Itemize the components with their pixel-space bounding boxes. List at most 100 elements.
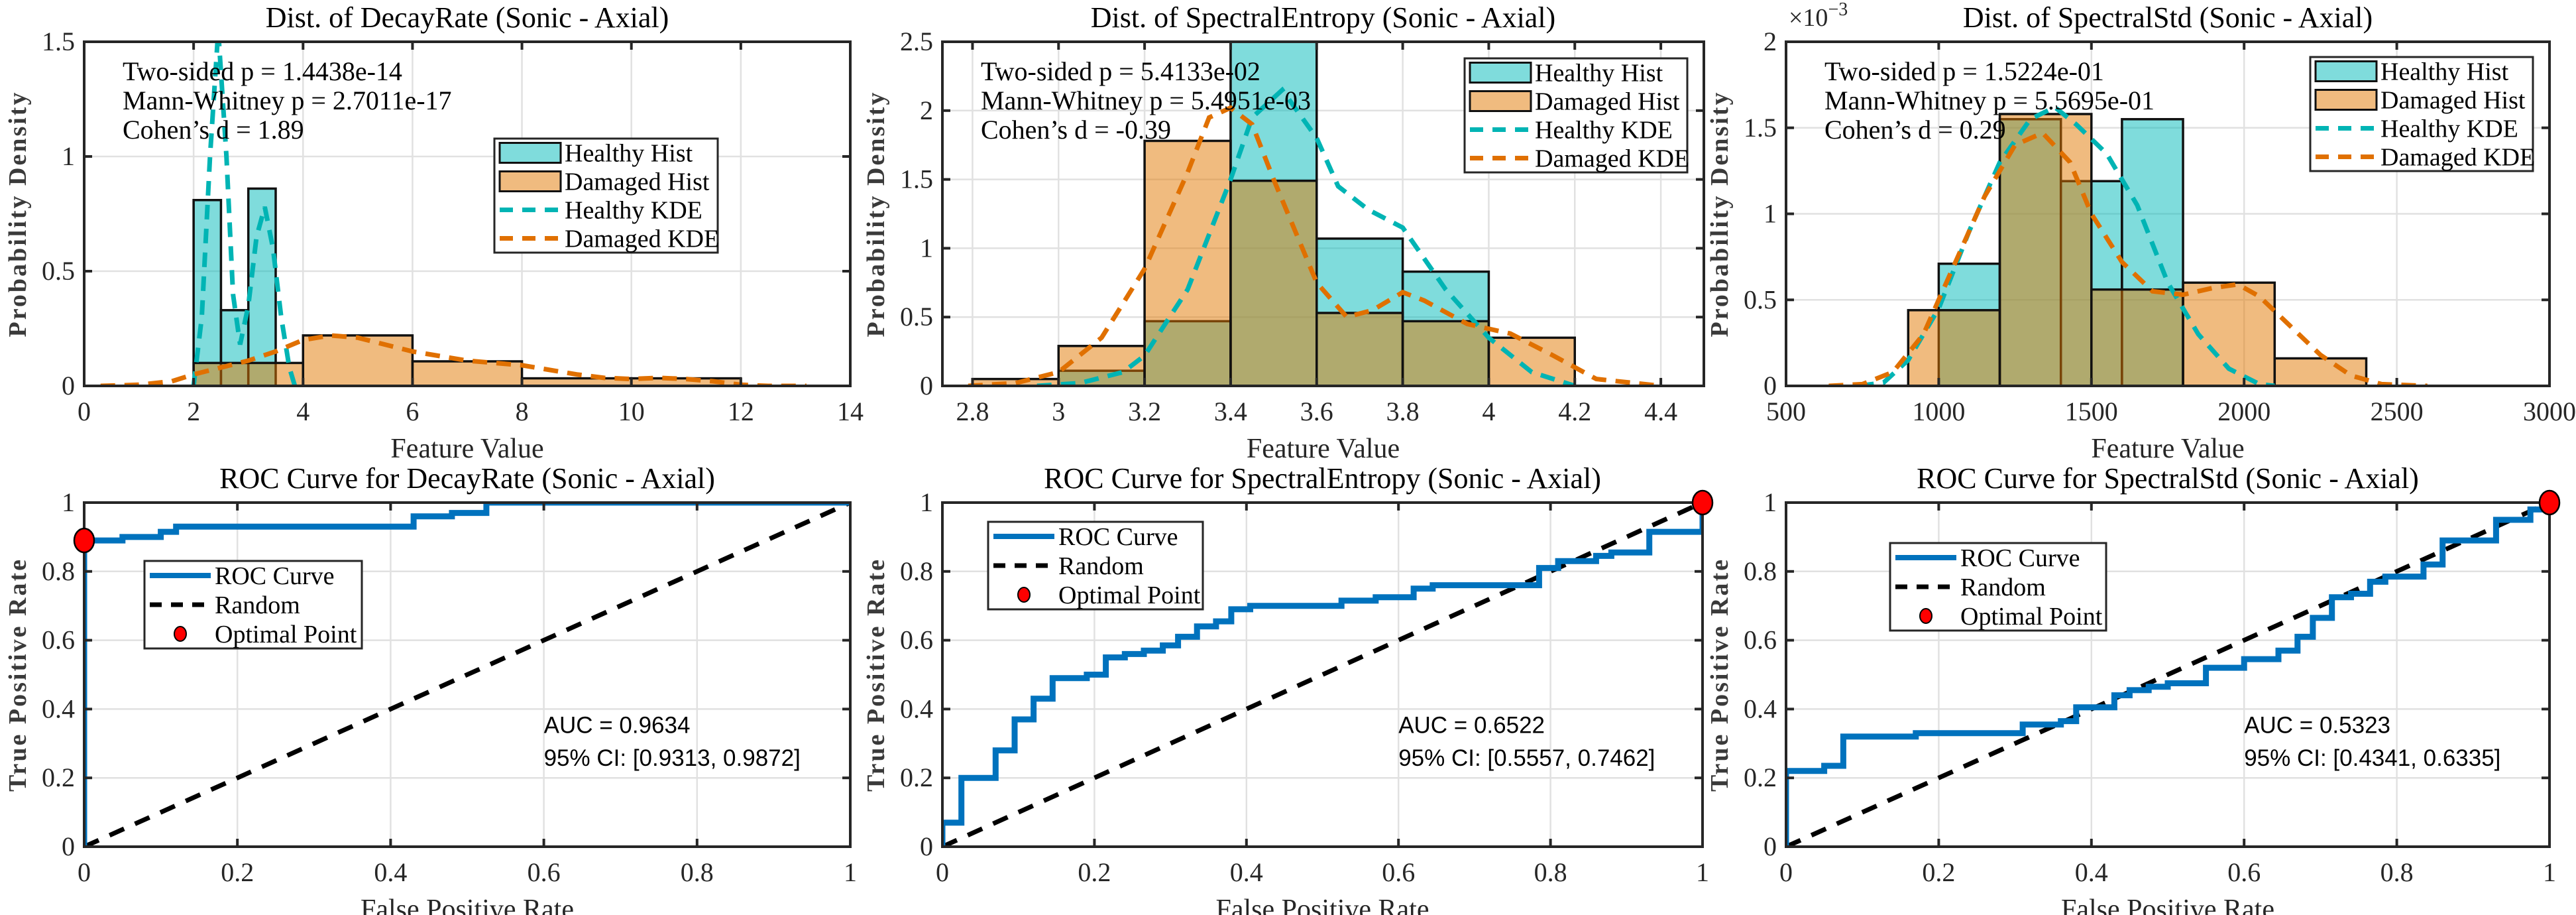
legend-label: Damaged KDE <box>2380 144 2535 172</box>
x-tick-label: 0.8 <box>681 857 714 887</box>
x-tick-label: 6 <box>406 396 419 426</box>
y-axis-label: Probability Density <box>862 91 890 337</box>
auc-text: AUC = 0.9634 <box>544 713 691 739</box>
x-tick-label: 4.4 <box>1644 396 1677 426</box>
y-tick-label: 2.5 <box>900 27 933 56</box>
damaged-hist-bar <box>1907 309 2001 386</box>
x-tick-label: 12 <box>728 396 754 426</box>
damaged-hist-bar <box>1229 179 1318 386</box>
healthy-kde-line <box>1036 86 1576 386</box>
chart-title: ROC Curve for SpectralStd (Sonic - Axial… <box>1917 462 2419 495</box>
legend-label: Healthy KDE <box>565 197 702 225</box>
plot-content <box>968 42 1661 386</box>
x-tick-label: 0 <box>78 857 91 887</box>
x-tick-label: 4 <box>1482 396 1495 426</box>
stats-text: Two-sided p = 5.4133e-02 <box>981 56 1260 86</box>
x-tick-label: 14 <box>837 396 864 426</box>
chart-title: Dist. of SpectralStd (Sonic - Axial) <box>1963 1 2373 34</box>
legend-label: Optimal Point <box>1058 581 1201 609</box>
x-tick-label: 2.8 <box>956 396 989 426</box>
plot-content <box>1786 503 2549 847</box>
stats-text: Mann-Whitney p = 2.7011e-17 <box>123 86 452 115</box>
stats-text: Cohen’s d = 1.89 <box>123 115 304 145</box>
y-axis-label: True Positive Rate <box>862 558 890 792</box>
damaged-kde-line <box>1828 130 2428 386</box>
y-tick-label: 1.5 <box>900 164 933 194</box>
y-axis-label: Probability Density <box>4 91 32 337</box>
stats-text: Mann-Whitney p = 5.5695e-01 <box>1824 86 2155 115</box>
y-tick-label: 0 <box>62 831 75 861</box>
damaged-kde-line <box>100 333 807 386</box>
x-axis-label: Feature Value <box>390 434 543 464</box>
ci-text: 95% CI: [0.4341, 0.6335] <box>2244 745 2500 771</box>
y-tick-label: 0 <box>1764 831 1777 861</box>
y-tick-label: 0 <box>62 371 75 400</box>
chart-title: Dist. of DecayRate (Sonic - Axial) <box>266 1 669 34</box>
damaged-hist-bar <box>1316 312 1404 386</box>
roc-curve-line <box>84 503 850 847</box>
y-tick-label: 1.5 <box>42 27 75 56</box>
damaged-hist-bar <box>2273 357 2368 386</box>
legend-label: Damaged Hist <box>2380 87 2526 115</box>
legend-healthy-hist-swatch <box>498 142 562 164</box>
stats-text: Two-sided p = 1.4438e-14 <box>123 56 402 86</box>
optimal-point-marker <box>1691 489 1714 516</box>
legend-label: ROC Curve <box>1960 544 2080 572</box>
x-tick-label: 3.2 <box>1128 396 1161 426</box>
y-tick-label: 0.5 <box>900 302 933 332</box>
y-tick-label: 1 <box>1764 199 1777 229</box>
axes-box <box>941 40 1705 387</box>
legend-damaged-hist-swatch <box>2314 89 2378 111</box>
y-axis-label: Probability Density <box>1706 91 1734 337</box>
damaged-hist-bar <box>1401 320 1490 386</box>
legend-healthy-hist-swatch <box>2314 60 2378 82</box>
legend-damaged-hist-swatch <box>1469 90 1532 112</box>
y-axis-label: True Positive Rate <box>4 558 32 792</box>
stats-text: Mann-Whitney p = 5.4951e-03 <box>981 86 1311 115</box>
damaged-hist-bar <box>1143 139 1232 386</box>
x-tick-label: 0.2 <box>221 857 254 887</box>
legend-label: Healthy KDE <box>1535 117 1673 145</box>
x-axis-label: False Positive Rate <box>361 894 574 915</box>
y-tick-label: 0.4 <box>900 694 933 723</box>
x-tick-label: 0.6 <box>2227 857 2261 887</box>
y-tick-label: 0.2 <box>1744 762 1777 792</box>
y-tick-label: 0.8 <box>1744 556 1777 586</box>
ci-text: 95% CI: [0.9313, 0.9872] <box>544 745 801 771</box>
x-tick-label: 4 <box>296 396 309 426</box>
x-tick-label: 0 <box>936 857 949 887</box>
axes-box <box>941 501 1704 848</box>
x-axis-label: Feature Value <box>2091 434 2244 464</box>
healthy-kde-line <box>1859 104 2275 386</box>
ci-text: 95% CI: [0.5557, 0.7462] <box>1398 745 1655 771</box>
damaged-hist-bar <box>302 334 414 386</box>
x-tick-label: 0.4 <box>374 857 407 887</box>
x-tick-label: 8 <box>516 396 529 426</box>
x-tick-label: 1 <box>844 857 857 887</box>
axes-box <box>1785 501 2551 848</box>
random-line <box>84 503 850 847</box>
legend-label: Optimal Point <box>1960 603 2103 631</box>
optimal-point-marker <box>2538 489 2561 516</box>
y-axis-multiplier: ×10−3 <box>1789 0 1848 32</box>
y-tick-label: 0.5 <box>42 256 75 286</box>
optimal-point-marker <box>73 527 95 554</box>
legend-label: ROC Curve <box>215 562 335 590</box>
y-tick-label: 1 <box>920 233 933 263</box>
y-tick-label: 0.6 <box>42 625 75 655</box>
y-tick-label: 1 <box>62 141 75 171</box>
histogram-panel-2: 500 1000 1500 2000 2500 3000 0 0.5 1 1.5 2 ×10−3 Dis… <box>1706 0 2576 464</box>
legend-label: Random <box>1960 574 2046 601</box>
legend-damaged-hist-swatch <box>498 170 562 192</box>
legend-optimal-swatch <box>1919 608 1932 624</box>
stats-text: Cohen’s d = -0.39 <box>981 115 1171 145</box>
x-tick-label: 3000 <box>2523 396 2576 426</box>
multiplier-base: ×10 <box>1789 4 1828 32</box>
x-tick-label: 2 <box>187 396 200 426</box>
x-tick-label: 0.8 <box>1534 857 1567 887</box>
plot-content <box>84 503 850 847</box>
chart-title: Dist. of SpectralEntropy (Sonic - Axial) <box>1091 1 1555 34</box>
y-axis-label: True Positive Rate <box>1706 558 1734 792</box>
